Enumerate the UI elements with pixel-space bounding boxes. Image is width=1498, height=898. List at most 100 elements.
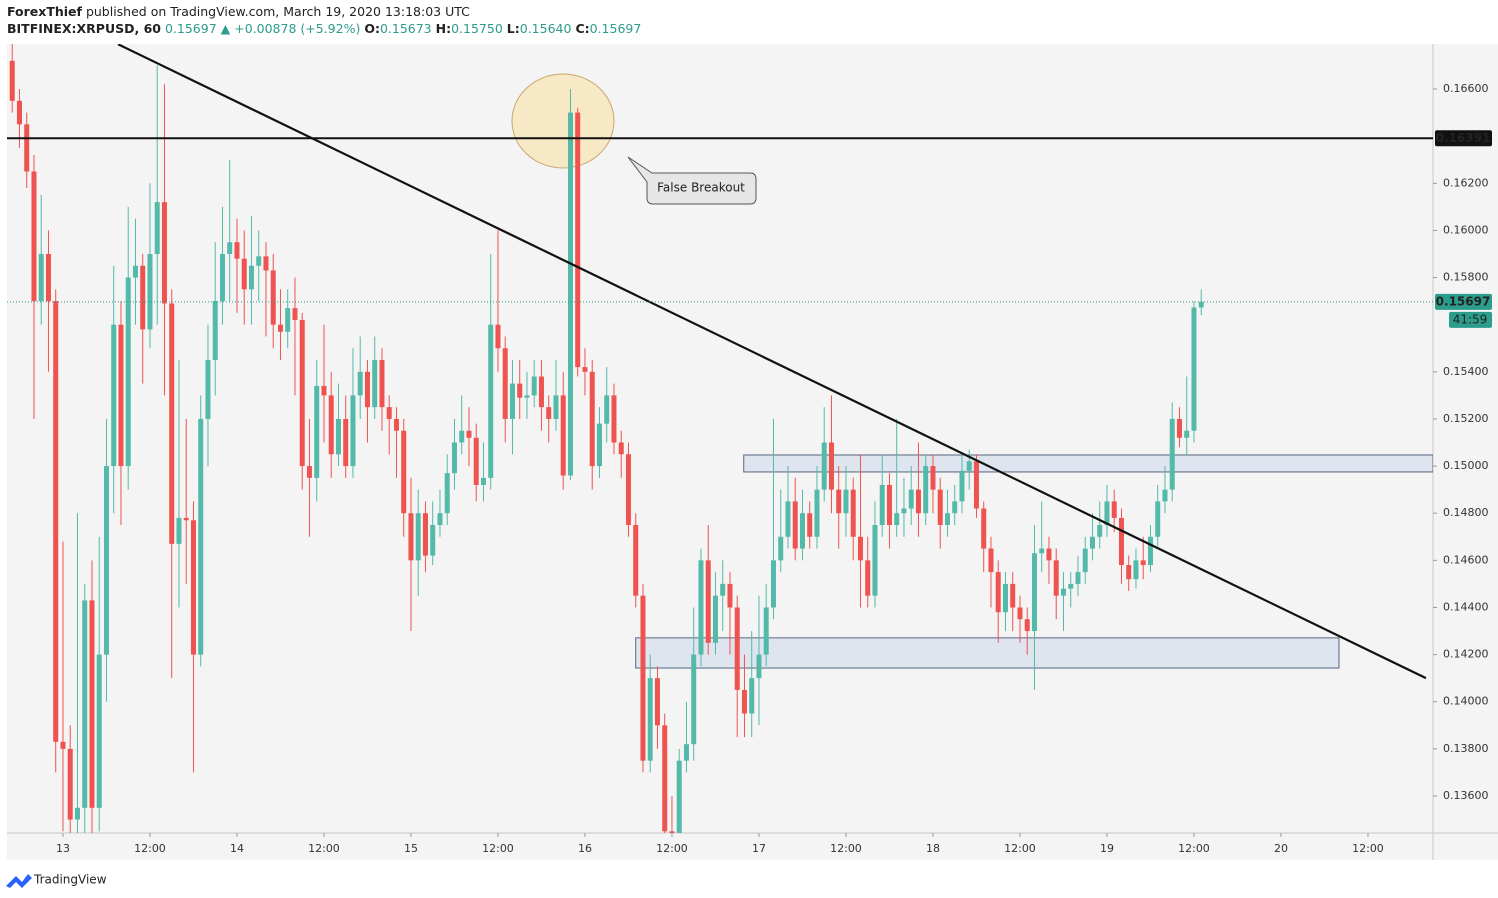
candle-body xyxy=(161,202,167,304)
candle-body xyxy=(1053,560,1059,596)
last-price-tag xyxy=(1435,293,1492,310)
candle-body xyxy=(1162,489,1168,502)
footer-brand: TradingView xyxy=(33,873,107,887)
ohlc-value: 0.15750 xyxy=(451,21,503,36)
y-tick-label: 0.14400 xyxy=(1443,600,1489,613)
ohlc-value: 0.15673 xyxy=(380,21,432,36)
candle-body xyxy=(169,303,175,544)
candle-body xyxy=(1147,536,1153,566)
y-tick-label: 0.13800 xyxy=(1443,742,1489,755)
x-tick-label: 18 xyxy=(926,842,940,855)
candle-body xyxy=(328,395,334,455)
trendline xyxy=(117,44,1427,680)
x-tick-label: 12:00 xyxy=(656,842,688,855)
x-tick-label: 17 xyxy=(752,842,766,855)
ohlc-label: H: xyxy=(436,21,451,36)
header-line-2: BITFINEX:XRPUSD, 60 0.15697 ▲ +0.00878 (… xyxy=(7,21,641,36)
candle-body xyxy=(647,678,653,761)
candle-body xyxy=(480,477,486,485)
candle-body xyxy=(103,466,109,655)
candle-body xyxy=(488,324,494,478)
symbol: BITFINEX:XRPUSD, 60 xyxy=(7,21,161,36)
candle-body xyxy=(944,513,950,525)
candle-body xyxy=(691,654,697,745)
ohlc-value: 0.15697 xyxy=(590,21,642,36)
last: 0.15697 xyxy=(165,21,217,36)
candle-body xyxy=(16,100,22,125)
candle-body xyxy=(1046,548,1052,561)
last-price-tag-text: 0.15697 xyxy=(1436,294,1491,308)
candle-body xyxy=(792,501,798,549)
y-tick-label: 0.14600 xyxy=(1443,553,1489,566)
highlight-circle xyxy=(511,73,615,169)
candle-body xyxy=(901,508,907,514)
candle-body xyxy=(669,831,675,833)
candle-body xyxy=(1075,572,1081,584)
candle-body xyxy=(727,583,733,608)
level-tag xyxy=(1435,130,1492,147)
candle-body xyxy=(451,442,457,474)
candle-body xyxy=(1089,536,1095,549)
candle-body xyxy=(937,489,943,525)
candle-body xyxy=(118,324,124,467)
y-tick-label: 0.15200 xyxy=(1443,412,1489,425)
footer-logo: TradingView xyxy=(6,873,107,888)
candle-body xyxy=(473,437,479,485)
author: ForexThief xyxy=(7,4,83,19)
candle-body xyxy=(857,536,863,561)
candle-body xyxy=(1184,430,1190,438)
candle-body xyxy=(1104,501,1110,525)
x-tick-label: 13 xyxy=(56,842,70,855)
candle-body xyxy=(364,371,370,408)
x-tick-label: 14 xyxy=(230,842,244,855)
candle-body xyxy=(147,253,153,330)
candle-body xyxy=(53,301,59,742)
candle-body xyxy=(379,360,385,408)
candle-body xyxy=(372,360,378,408)
header-line-1: ForexThief published on TradingView.com,… xyxy=(7,4,470,19)
candle-body xyxy=(908,489,914,509)
candle-body xyxy=(183,517,189,521)
candle-body xyxy=(538,376,544,408)
x-tick-label: 12:00 xyxy=(482,842,514,855)
plot-area xyxy=(7,44,1433,833)
candle-body xyxy=(517,383,523,398)
candle-body xyxy=(386,407,392,419)
candle-body xyxy=(350,395,356,467)
candle-body xyxy=(785,501,791,537)
candle-body xyxy=(1198,301,1204,308)
candle-body xyxy=(277,324,283,332)
candle-body xyxy=(285,308,291,332)
candle-body xyxy=(1126,565,1132,580)
candle-body xyxy=(24,124,30,172)
y-tick-label: 0.16600 xyxy=(1443,82,1489,95)
plot-background xyxy=(7,44,1498,860)
callout xyxy=(627,156,757,205)
y-tick-label: 0.13600 xyxy=(1443,789,1489,802)
candle-body xyxy=(814,489,820,537)
candle-body xyxy=(872,524,878,596)
candle-body xyxy=(843,489,849,514)
candle-body xyxy=(444,473,450,514)
candle-body xyxy=(756,654,762,679)
candle-body xyxy=(1039,548,1045,554)
candle-body xyxy=(430,524,436,556)
candle-body xyxy=(270,270,276,325)
x-tick-label: 12:00 xyxy=(830,842,862,855)
candle-body xyxy=(582,367,588,372)
candle-body xyxy=(343,418,349,467)
candle-body xyxy=(82,600,88,808)
candle-body xyxy=(1169,418,1175,490)
x-tick-label: 19 xyxy=(1100,842,1114,855)
candle-body xyxy=(698,560,704,655)
y-tick-label: 0.15800 xyxy=(1443,271,1489,284)
candle-body xyxy=(596,423,602,467)
candle-body xyxy=(437,513,443,525)
y-tick-label: 0.14800 xyxy=(1443,506,1489,519)
x-tick-label: 15 xyxy=(404,842,418,855)
x-tick-label: 12:00 xyxy=(308,842,340,855)
candle-body xyxy=(879,484,885,525)
candle-body xyxy=(132,265,138,278)
candle-body xyxy=(865,560,871,596)
